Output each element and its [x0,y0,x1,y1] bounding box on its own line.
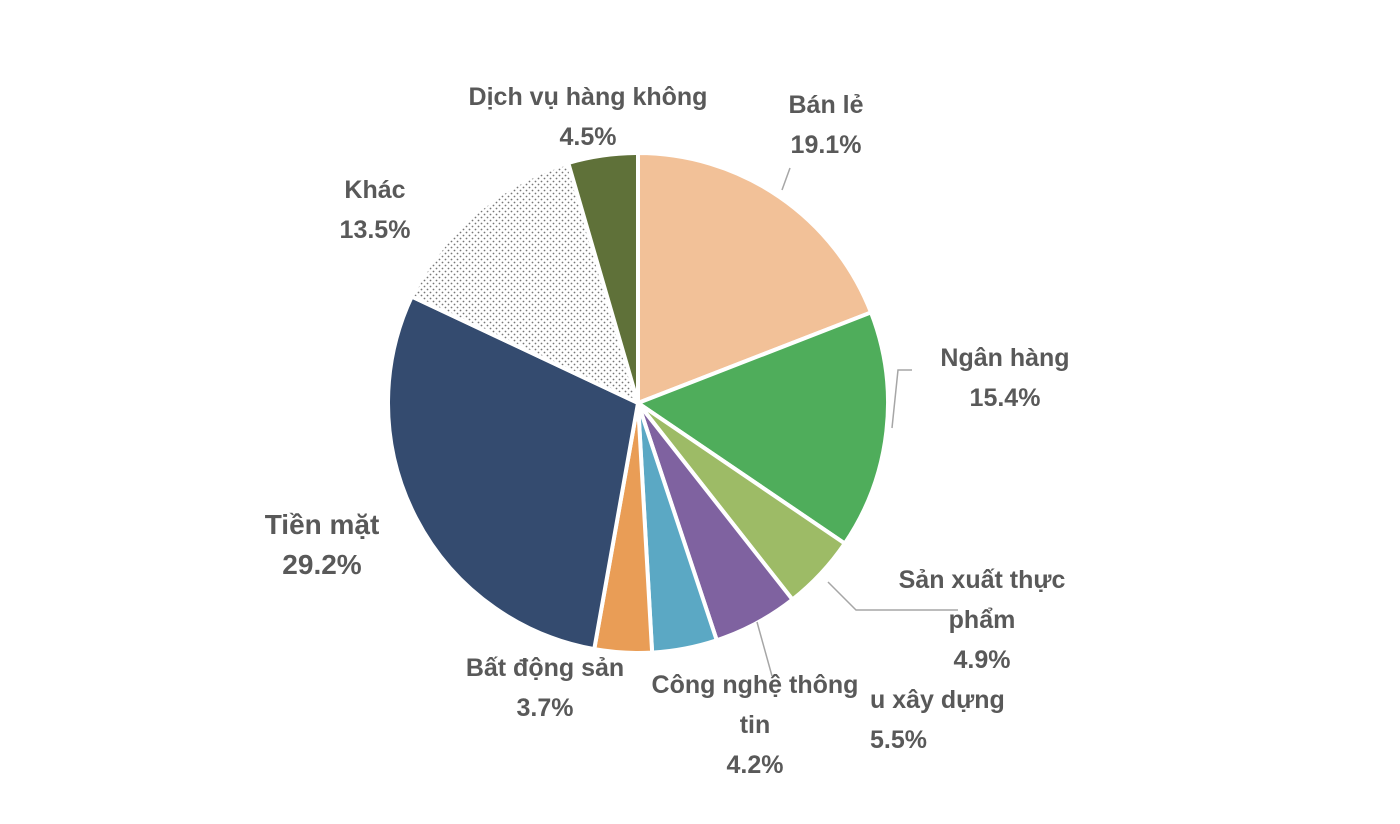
value-label: 15.4% [969,384,1041,412]
value-label: 13.5% [339,216,411,244]
slice-label: Khác 13.5% [315,170,435,250]
slice-label: Sản xuất thực phẩm 4.9% [882,560,1082,680]
value-label: 3.7% [516,694,574,722]
category-label: Bất động sản [465,654,625,682]
value-label: 29.2% [282,549,362,580]
value-label: 5.5% [870,726,927,754]
slice-label: Công nghệ thông tin 4.2% [638,665,873,785]
pie-slice [633,309,890,547]
slice-label: Dịch vụ hàng không 4.5% [448,77,728,157]
slice-label: u xây dựng 5.5% [870,680,1030,760]
category-label: Ngân hàng [940,344,1070,372]
slice-label: Bất động sản 3.7% [445,648,645,728]
value-label: 4.5% [559,123,617,151]
category-label: Khác [344,176,406,204]
pie-slice [409,160,642,407]
slice-label: Tiền mặt 29.2% [237,505,407,585]
pie-slice [565,150,640,404]
slice-label: Ngân hàng 15.4% [915,338,1095,418]
category-label: Sản xuất thực phẩm [898,566,1066,634]
pie-slice [636,150,874,406]
leader-line [827,581,958,611]
category-label: Tiền mặt [264,509,380,540]
category-label: Dịch vụ hàng không [468,83,708,111]
leader-line [756,621,773,677]
category-label: Bán lẻ [788,91,864,119]
value-label: 4.9% [953,646,1011,674]
pie-slice [386,293,641,652]
leader-line [891,369,912,429]
category-label: u xây dựng [870,686,1005,714]
value-label: 19.1% [790,131,862,159]
slice-label: Bán lẻ 19.1% [756,85,896,165]
leader-line [781,167,791,191]
value-label: 4.2% [726,751,784,779]
category-label: Công nghệ thông tin [651,671,859,739]
